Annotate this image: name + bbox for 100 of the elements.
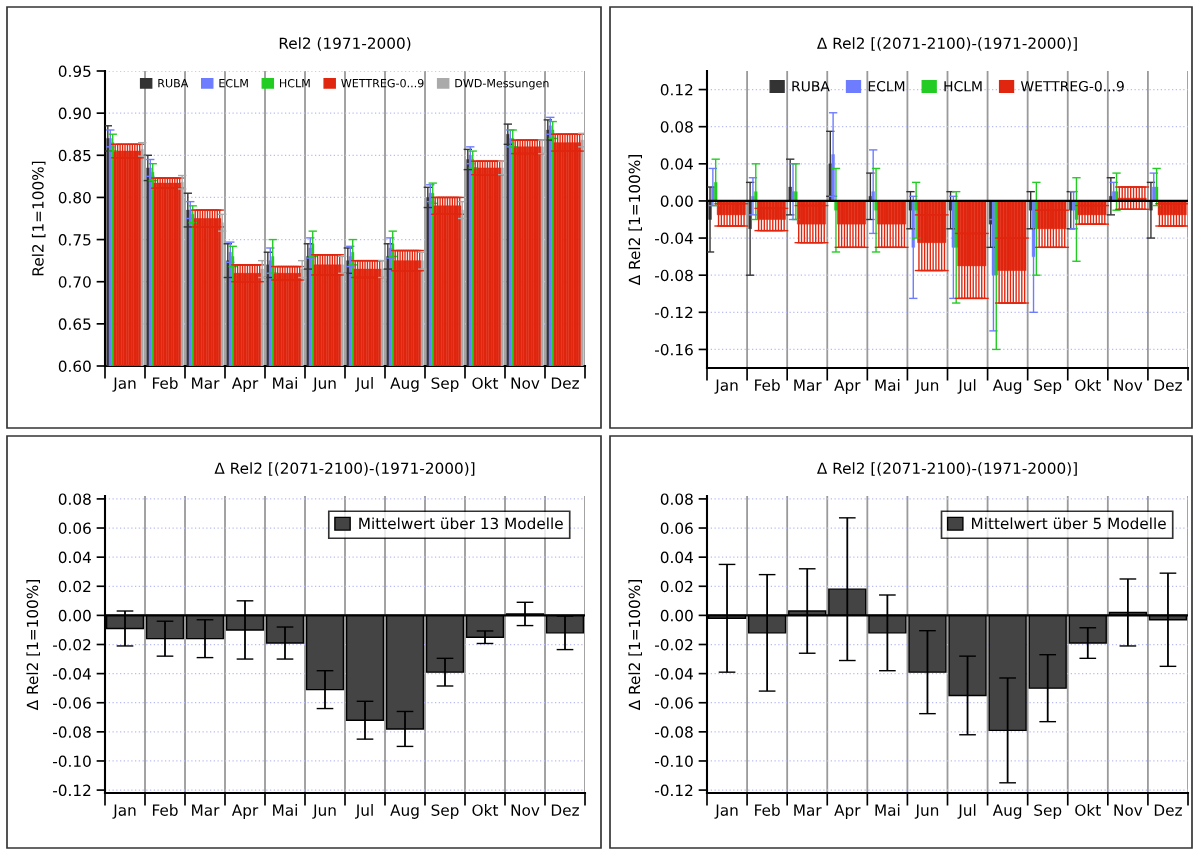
x-tick-label: Okt <box>1075 379 1101 391</box>
y-axis-title: Δ Rel2 [1=100%] <box>628 580 642 711</box>
x-tick-label: Feb <box>755 804 780 816</box>
x-tick-label: Mar <box>192 804 220 816</box>
y-tick-label: 0.04 <box>660 551 693 564</box>
x-tick-label: Mai <box>273 804 297 816</box>
y-tick-label: 0.08 <box>58 493 91 505</box>
x-tick-label: Jan <box>112 804 136 819</box>
x-tick-label: Jun <box>312 377 336 392</box>
x-tick-label: Jan <box>714 804 738 819</box>
y-tick-label: 0.12 <box>660 84 693 96</box>
legend-label: HCLM <box>279 78 310 88</box>
x-tick-label: Dez <box>551 804 579 816</box>
x-tick-label: Jun <box>312 804 336 819</box>
x-tick-label: Dez <box>1154 804 1182 816</box>
y-tick-label: 0.80 <box>58 191 91 204</box>
y-tick-label: -0.02 <box>53 638 91 651</box>
x-tick-label: Mar <box>794 379 822 391</box>
legend-label: WETTREG-0...9 <box>1020 80 1124 92</box>
x-tick-label: Sep <box>1034 379 1062 394</box>
x-tick-label: Mar <box>192 377 220 389</box>
x-tick-label: Apr <box>834 804 861 819</box>
x-tick-label: Jun <box>914 804 939 819</box>
legend-label: Mittelwert über 13 Modelle <box>359 517 563 530</box>
x-tick-label: Mai <box>273 377 297 389</box>
y-tick-label: -0.12 <box>655 784 693 797</box>
y-tick-label: 0.02 <box>58 580 91 593</box>
y-tick-label: -0.06 <box>53 697 91 709</box>
x-tick-label: Nov <box>1114 379 1143 391</box>
x-tick-label: Sep <box>431 804 459 819</box>
y-tick-label: -0.02 <box>655 638 693 651</box>
x-tick-label: Feb <box>152 804 178 816</box>
y-tick-label: -0.12 <box>53 784 91 797</box>
x-tick-label: Okt <box>1075 804 1101 816</box>
x-tick-label: Feb <box>755 379 780 391</box>
legend-label: WETTREG-0...9 <box>341 78 424 88</box>
y-tick-label: 0.90 <box>58 107 91 120</box>
y-tick-label: 0.04 <box>660 158 693 170</box>
y-tick-label: 0.95 <box>58 65 91 78</box>
y-tick-label: -0.08 <box>53 726 91 738</box>
x-tick-label: Nov <box>511 377 540 389</box>
y-tick-label: -0.08 <box>655 269 693 282</box>
x-tick-label: Aug <box>390 804 419 819</box>
y-tick-label: 0.85 <box>58 149 91 162</box>
y-tick-label: 0.06 <box>58 522 91 535</box>
x-tick-label: Mai <box>875 379 900 391</box>
x-tick-label: Jul <box>354 377 373 392</box>
x-tick-label: Sep <box>431 377 459 392</box>
x-tick-label: Aug <box>992 804 1022 819</box>
y-tick-label: -0.06 <box>655 697 693 709</box>
y-tick-label: -0.08 <box>655 726 693 738</box>
legend-label: RUBA <box>792 81 830 92</box>
x-tick-label: Jan <box>112 377 136 392</box>
x-tick-label: Nov <box>511 804 540 816</box>
x-tick-label: Mai <box>875 804 900 816</box>
x-tick-label: Jan <box>714 379 738 394</box>
x-tick-label: Aug <box>390 377 419 392</box>
y-tick-label: 0.75 <box>58 234 91 246</box>
y-tick-label: 0.08 <box>660 493 693 505</box>
x-tick-label: Dez <box>551 377 579 389</box>
x-tick-label: Mar <box>794 804 822 816</box>
y-axis-title: Δ Rel2 [1=100%] <box>628 155 642 286</box>
y-tick-label: 0.00 <box>58 609 91 622</box>
x-tick-label: Feb <box>152 377 178 389</box>
y-tick-label: 0.60 <box>58 360 91 373</box>
legend-label: RUBA <box>158 79 189 88</box>
y-tick-label: -0.12 <box>655 306 693 319</box>
x-tick-label: Jul <box>957 379 976 394</box>
y-tick-label: 0.65 <box>58 318 91 330</box>
chart-title: Δ Rel2 [(2071-2100)-(1971-2000)] <box>816 37 1077 51</box>
y-tick-label: 0.70 <box>58 276 91 288</box>
x-tick-label: Nov <box>1114 804 1143 816</box>
x-tick-label: Apr <box>231 804 259 819</box>
y-axis-title: Rel2 [1=100%] <box>31 161 46 276</box>
chart-title: Δ Rel2 [(2071-2100)-(1971-2000)] <box>816 462 1077 476</box>
x-tick-label: Jul <box>957 804 976 819</box>
x-tick-label: Okt <box>472 377 499 389</box>
y-tick-label: 0.04 <box>58 551 91 564</box>
legend-label: ECLM <box>219 78 248 88</box>
legend-label: ECLM <box>868 80 905 92</box>
legend-label: DWD-Messungen <box>455 79 549 90</box>
y-tick-label: 0.02 <box>660 580 693 593</box>
x-tick-label: Dez <box>1154 379 1182 391</box>
y-tick-label: -0.04 <box>655 232 693 245</box>
x-tick-label: Jul <box>354 804 373 819</box>
y-tick-label: 0.00 <box>660 609 693 622</box>
y-tick-label: 0.00 <box>660 195 693 207</box>
y-tick-label: 0.08 <box>660 121 693 133</box>
x-tick-label: Apr <box>231 377 259 392</box>
legend-label: HCLM <box>944 80 982 92</box>
x-tick-label: Jun <box>914 379 939 394</box>
chart-title: Δ Rel2 [(2071-2100)-(1971-2000)] <box>214 462 475 476</box>
y-tick-label: -0.04 <box>655 668 693 680</box>
y-tick-label: -0.16 <box>655 343 693 356</box>
y-tick-label: -0.04 <box>53 668 91 680</box>
x-tick-label: Okt <box>472 804 499 816</box>
y-tick-label: 0.06 <box>660 522 693 535</box>
x-tick-label: Apr <box>834 379 861 394</box>
legend-label: Mittelwert über 5 Modelle <box>972 517 1166 530</box>
y-axis-title: Δ Rel2 [1=100%] <box>26 580 40 711</box>
